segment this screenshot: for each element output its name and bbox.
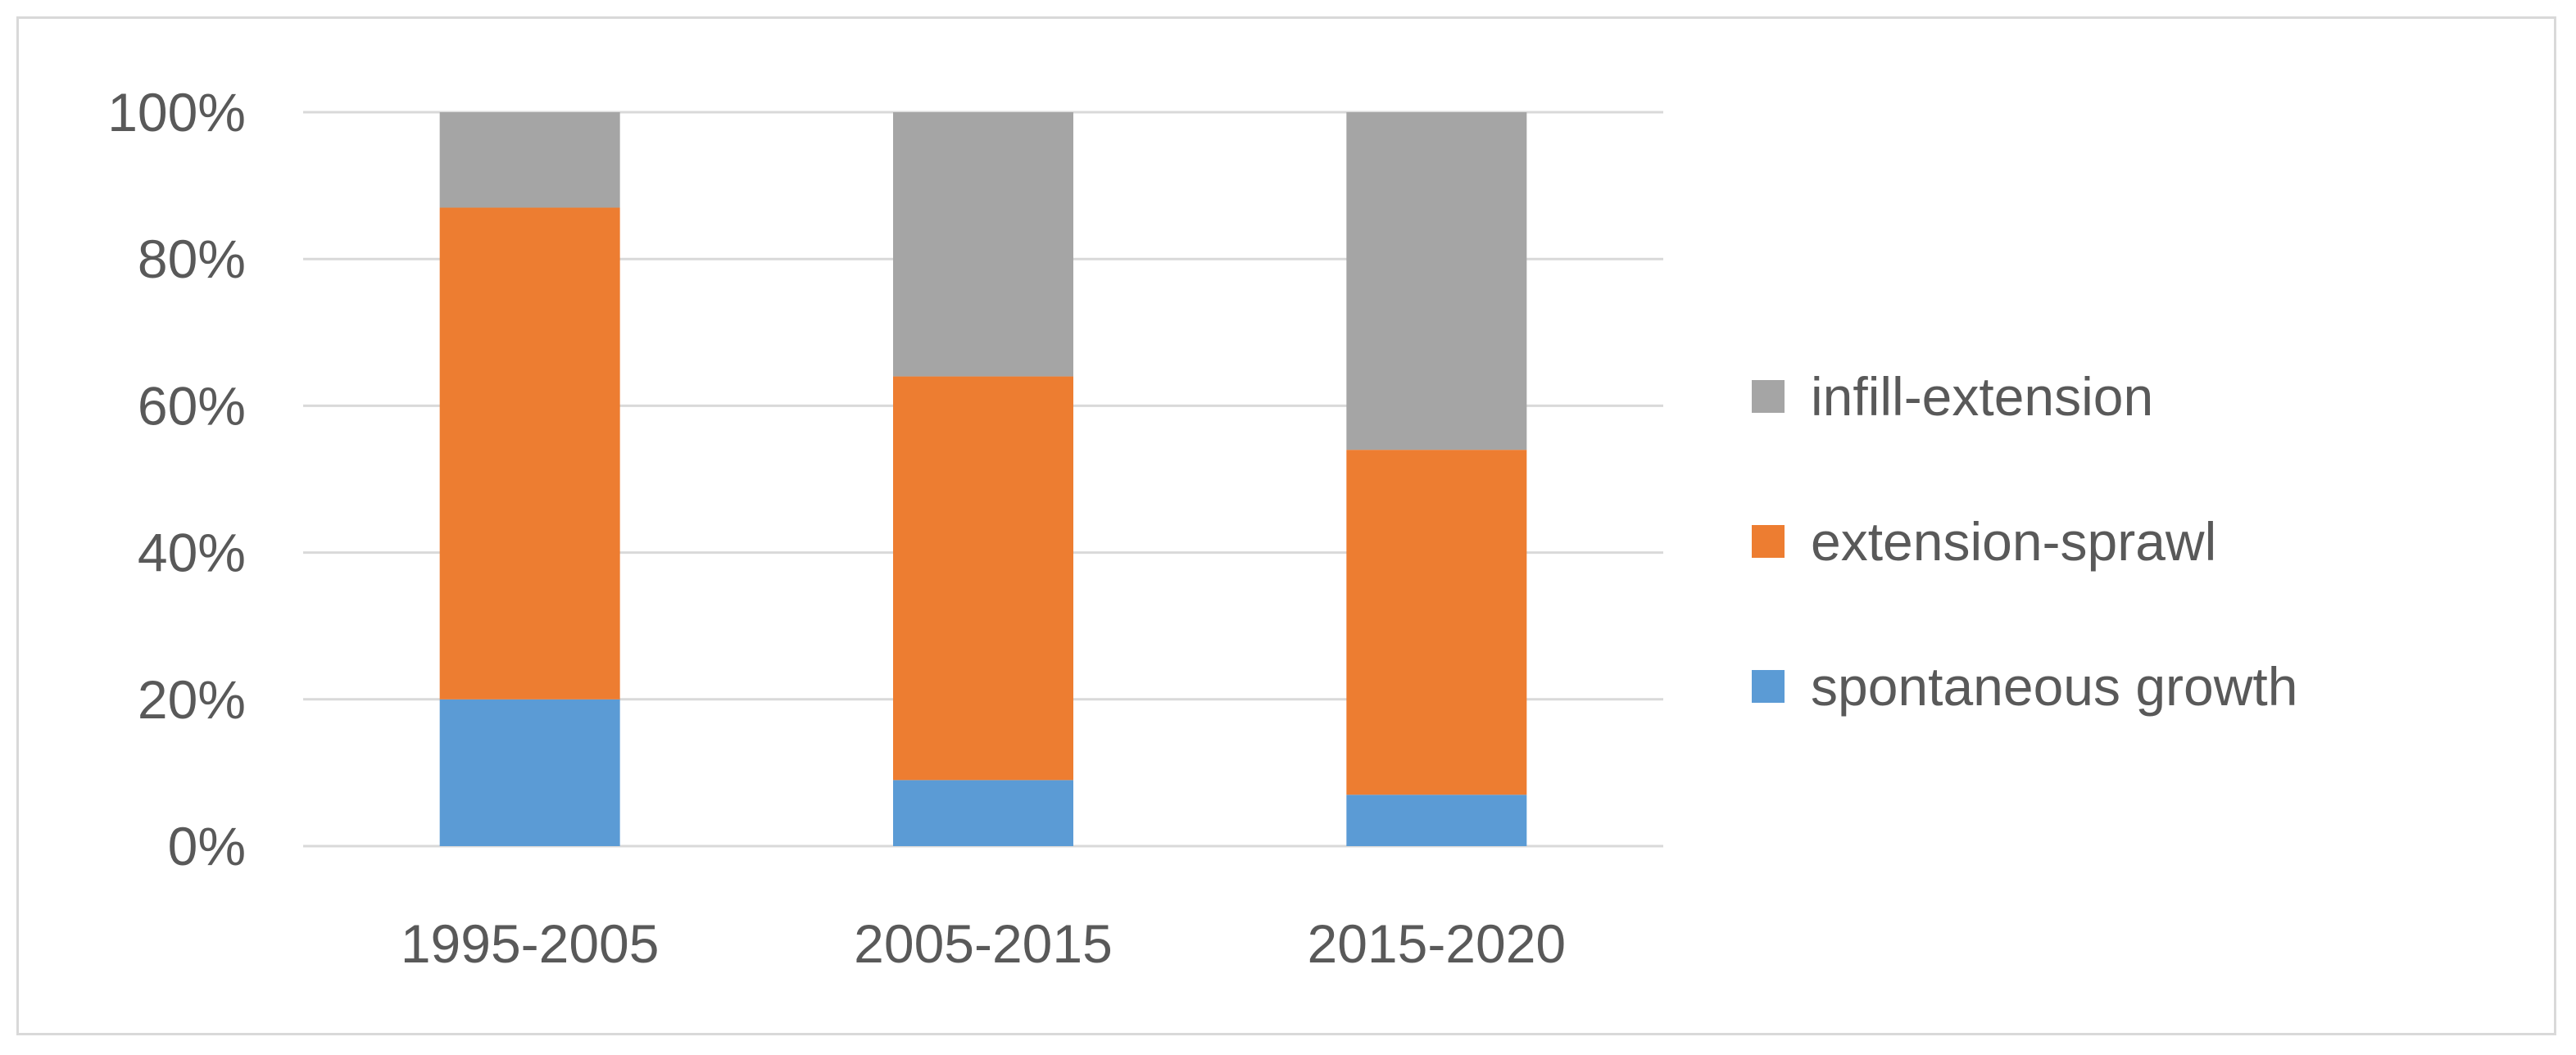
x-tick-label: 2015-2020 [1308,913,1567,974]
legend-swatch [1752,525,1785,558]
y-axis-ticks: 0% 20% 40% 60% 80% 100% [107,82,246,876]
bar-segment [1346,112,1527,451]
bar-segment [439,112,620,208]
x-tick-label: 1995-2005 [401,913,660,974]
legend-label: extension-sprawl [1811,511,2216,572]
y-tick-label: 40% [138,523,246,583]
legend-label: spontaneous growth [1811,656,2297,717]
y-tick-label: 20% [138,669,246,730]
bar-segment [893,780,1073,846]
y-tick-label: 0% [168,816,246,876]
bar-segment [1346,450,1527,795]
x-tick-label: 2005-2015 [854,913,1113,974]
x-axis-ticks: 1995-2005 2005-2015 2015-2020 [401,913,1566,974]
bar-segment [893,112,1073,377]
bar-segment [439,207,620,700]
legend-label: infill-extension [1811,366,2153,427]
bar-segment [893,376,1073,781]
y-tick-label: 60% [138,375,246,436]
y-tick-label: 100% [107,82,246,143]
bar-segment [439,699,620,846]
legend-swatch [1752,670,1785,703]
legend: infill-extension extension-sprawl spontane… [1752,366,2297,717]
bar-segment [1346,795,1527,846]
y-tick-label: 80% [138,229,246,289]
legend-swatch [1752,380,1785,413]
bars [439,112,1527,846]
